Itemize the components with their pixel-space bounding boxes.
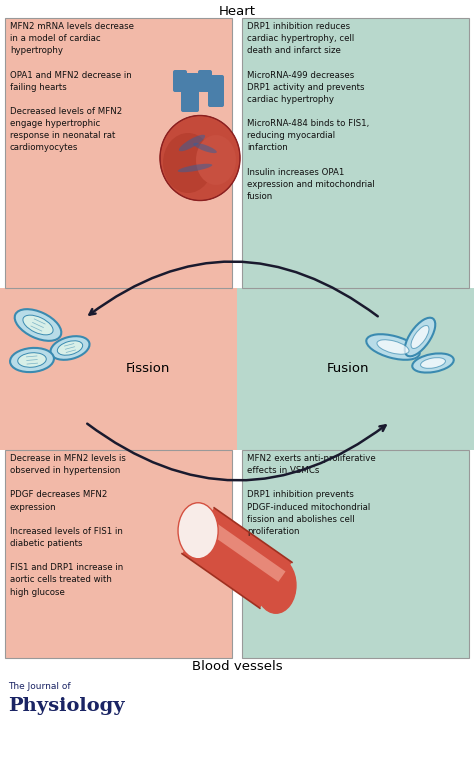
FancyBboxPatch shape: [208, 75, 224, 107]
Ellipse shape: [178, 163, 212, 173]
Text: Decrease in MFN2 levels is
observed in hypertension

PDGF decreases MFN2
express: Decrease in MFN2 levels is observed in h…: [10, 454, 126, 597]
Ellipse shape: [405, 318, 435, 356]
Ellipse shape: [18, 353, 46, 367]
Ellipse shape: [377, 340, 409, 354]
Text: MFN2 exerts anti-proliferative
effects in VSMCs

DRP1 inhibition prevents
PDGF-i: MFN2 exerts anti-proliferative effects i…: [247, 454, 376, 536]
Ellipse shape: [15, 309, 61, 340]
Ellipse shape: [23, 315, 53, 335]
Ellipse shape: [412, 353, 454, 372]
FancyBboxPatch shape: [173, 70, 187, 92]
Text: DRP1 inhibition reduces
cardiac hypertrophy, cell
death and infarct size

MicroR: DRP1 inhibition reduces cardiac hypertro…: [247, 22, 375, 201]
Ellipse shape: [256, 557, 296, 613]
Text: MFN2 mRNA levels decrease
in a model of cardiac
hypertrophy

OPA1 and MFN2 decre: MFN2 mRNA levels decrease in a model of …: [10, 22, 134, 153]
FancyBboxPatch shape: [181, 73, 199, 112]
Ellipse shape: [196, 135, 236, 185]
Ellipse shape: [50, 336, 90, 359]
Ellipse shape: [163, 133, 213, 193]
Text: Fission: Fission: [126, 363, 170, 375]
Text: The Journal of: The Journal of: [8, 682, 71, 691]
Bar: [237, 288, 474, 450]
Text: Heart: Heart: [219, 5, 255, 18]
Ellipse shape: [178, 503, 218, 559]
Polygon shape: [182, 508, 292, 608]
Ellipse shape: [10, 348, 54, 372]
Text: Physiology: Physiology: [8, 697, 125, 715]
Bar: [0, 288, 237, 450]
Bar: [242, 18, 469, 288]
Ellipse shape: [160, 116, 240, 201]
Bar: [5, 450, 232, 658]
Ellipse shape: [420, 358, 446, 369]
Ellipse shape: [57, 340, 82, 355]
Ellipse shape: [411, 325, 429, 349]
Text: Blood vessels: Blood vessels: [191, 660, 283, 673]
Ellipse shape: [185, 514, 211, 547]
Polygon shape: [201, 517, 285, 582]
Ellipse shape: [366, 334, 419, 359]
Ellipse shape: [193, 143, 217, 153]
Ellipse shape: [179, 135, 205, 151]
FancyBboxPatch shape: [198, 70, 212, 92]
Text: Fusion: Fusion: [327, 363, 369, 375]
Bar: [5, 18, 232, 288]
Bar: [242, 450, 469, 658]
